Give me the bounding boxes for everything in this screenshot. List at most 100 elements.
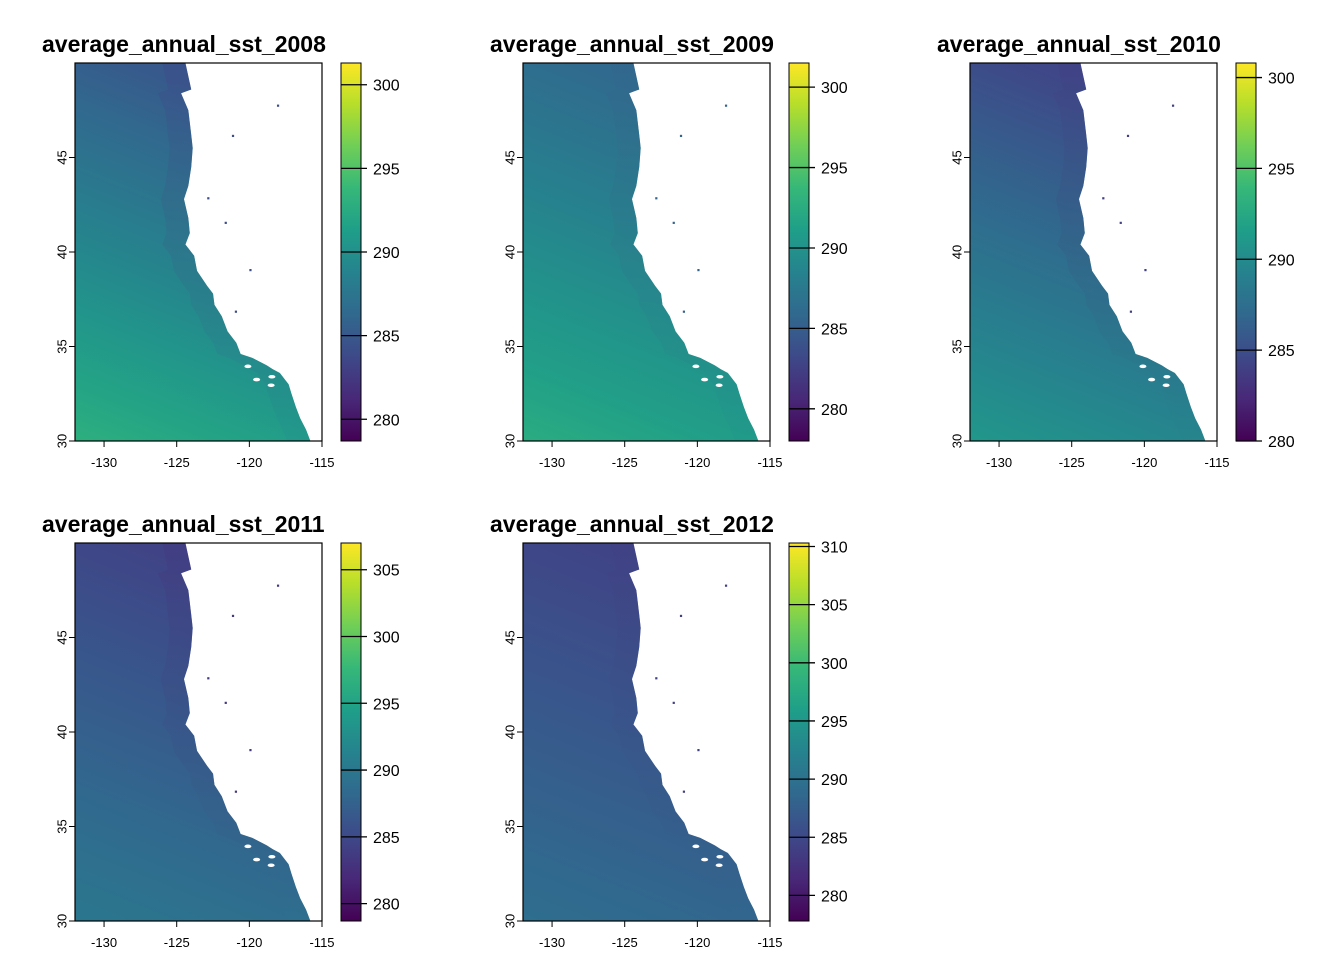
inland-water-pixel bbox=[249, 269, 252, 272]
legend-tick-label: 285 bbox=[373, 329, 400, 346]
y-tick-label: 35 bbox=[54, 339, 69, 353]
island-mark bbox=[692, 844, 700, 849]
island-mark bbox=[692, 364, 700, 369]
island-mark bbox=[268, 374, 276, 379]
ocean-area bbox=[523, 543, 759, 921]
inland-water-pixel bbox=[1171, 104, 1175, 107]
x-tick-label: -115 bbox=[309, 455, 334, 470]
x-tick-label: -130 bbox=[539, 455, 565, 470]
inland-water-pixel bbox=[1126, 134, 1130, 138]
island-mark bbox=[1148, 377, 1156, 382]
x-tick-label: -130 bbox=[539, 935, 565, 950]
map-panel-4: average_annual_sst_2011 -130 -125 -120 -115 3… bbox=[42, 511, 400, 950]
island-mark bbox=[253, 857, 261, 862]
x-tick-label: -120 bbox=[236, 935, 262, 950]
x-tick-label: -120 bbox=[1131, 455, 1157, 470]
legend-tick-label: 285 bbox=[821, 321, 848, 338]
inland-water-pixel bbox=[234, 310, 238, 313]
x-tick-label: -130 bbox=[986, 455, 1012, 470]
legend-tick-label: 310 bbox=[821, 539, 848, 556]
x-tick-label: -115 bbox=[757, 935, 782, 950]
island-mark bbox=[1162, 383, 1170, 388]
legend-tick-label: 295 bbox=[373, 696, 400, 713]
legend-tick-label: 290 bbox=[373, 245, 400, 262]
ocean-area bbox=[970, 63, 1206, 441]
map-panel-2: average_annual_sst_2009 -130 -125 -120 -115 3… bbox=[490, 31, 848, 470]
inland-water-pixel bbox=[231, 614, 235, 618]
y-tick-label: 45 bbox=[949, 150, 964, 164]
x-tick-label: -125 bbox=[612, 935, 638, 950]
legend-tick-label: 280 bbox=[1268, 434, 1295, 451]
legend-tick-label: 295 bbox=[373, 161, 400, 178]
island-mark bbox=[244, 844, 252, 849]
y-tick-label: 45 bbox=[502, 150, 517, 164]
inland-water-pixel bbox=[672, 221, 675, 224]
inland-water-pixel bbox=[655, 677, 658, 680]
map-panel-5: average_annual_sst_2012 -130 -125 -120 -115 3… bbox=[490, 511, 848, 950]
x-tick-label: -125 bbox=[164, 935, 190, 950]
y-tick-label: 35 bbox=[949, 339, 964, 353]
legend-colorbar bbox=[788, 542, 810, 922]
inland-water-pixel bbox=[207, 677, 210, 680]
ocean-area bbox=[523, 63, 759, 441]
inland-water-pixel bbox=[1119, 221, 1122, 224]
y-tick-label: 30 bbox=[54, 914, 69, 928]
island-mark bbox=[267, 863, 275, 868]
panel-title: average_annual_sst_2011 bbox=[42, 511, 325, 537]
x-tick-label: -120 bbox=[684, 455, 710, 470]
panel-title: average_annual_sst_2008 bbox=[42, 31, 326, 57]
legend-tick-label: 300 bbox=[1268, 71, 1295, 88]
y-tick-label: 35 bbox=[54, 819, 69, 833]
inland-water-pixel bbox=[249, 749, 252, 752]
y-tick-label: 45 bbox=[54, 630, 69, 644]
island-mark bbox=[716, 854, 724, 859]
nearshore-band bbox=[1052, 63, 1206, 441]
inland-water-pixel bbox=[679, 614, 683, 618]
legend-tick-label: 300 bbox=[821, 80, 848, 97]
y-tick-label: 40 bbox=[949, 245, 964, 259]
legend-tick-label: 295 bbox=[821, 714, 848, 731]
y-tick-label: 30 bbox=[502, 434, 517, 448]
legend-colorbar bbox=[340, 542, 362, 922]
legend-colorbar bbox=[788, 62, 810, 442]
inland-water-pixel bbox=[1144, 269, 1147, 272]
ocean-area bbox=[75, 543, 311, 921]
y-tick-label: 35 bbox=[502, 819, 517, 833]
legend-tick-label: 305 bbox=[373, 563, 400, 580]
legend-tick-label: 295 bbox=[1268, 161, 1295, 178]
inland-water-pixel bbox=[682, 790, 686, 793]
sst-raster bbox=[523, 63, 759, 441]
sst-raster bbox=[970, 63, 1206, 441]
inland-water-pixel bbox=[1129, 310, 1133, 313]
inland-water-pixel bbox=[231, 134, 235, 138]
ocean-area bbox=[75, 63, 311, 441]
inland-water-pixel bbox=[697, 269, 700, 272]
x-tick-label: -125 bbox=[164, 455, 190, 470]
legend-colorbar bbox=[1235, 62, 1257, 442]
island-mark bbox=[268, 854, 276, 859]
legend-tick-label: 290 bbox=[1268, 252, 1295, 269]
inland-water-pixel bbox=[276, 104, 280, 107]
legend-tick-label: 300 bbox=[373, 629, 400, 646]
y-tick-label: 40 bbox=[502, 245, 517, 259]
panel-title: average_annual_sst_2012 bbox=[490, 511, 774, 537]
inland-water-pixel bbox=[224, 701, 227, 704]
inland-water-pixel bbox=[1102, 197, 1105, 200]
panel-title: average_annual_sst_2009 bbox=[490, 31, 774, 57]
sst-raster bbox=[75, 63, 311, 441]
y-tick-label: 40 bbox=[54, 725, 69, 739]
inland-water-pixel bbox=[224, 221, 227, 224]
y-tick-label: 35 bbox=[502, 339, 517, 353]
legend-tick-label: 305 bbox=[821, 598, 848, 615]
legend-tick-label: 280 bbox=[373, 897, 400, 914]
y-tick-label: 30 bbox=[949, 434, 964, 448]
inland-water-pixel bbox=[682, 310, 686, 313]
legend-tick-label: 280 bbox=[373, 412, 400, 429]
island-mark bbox=[701, 857, 709, 862]
legend-tick-label: 300 bbox=[373, 78, 400, 95]
legend-tick-label: 295 bbox=[821, 161, 848, 178]
legend-tick-label: 280 bbox=[821, 402, 848, 419]
legend-tick-label: 290 bbox=[821, 241, 848, 258]
